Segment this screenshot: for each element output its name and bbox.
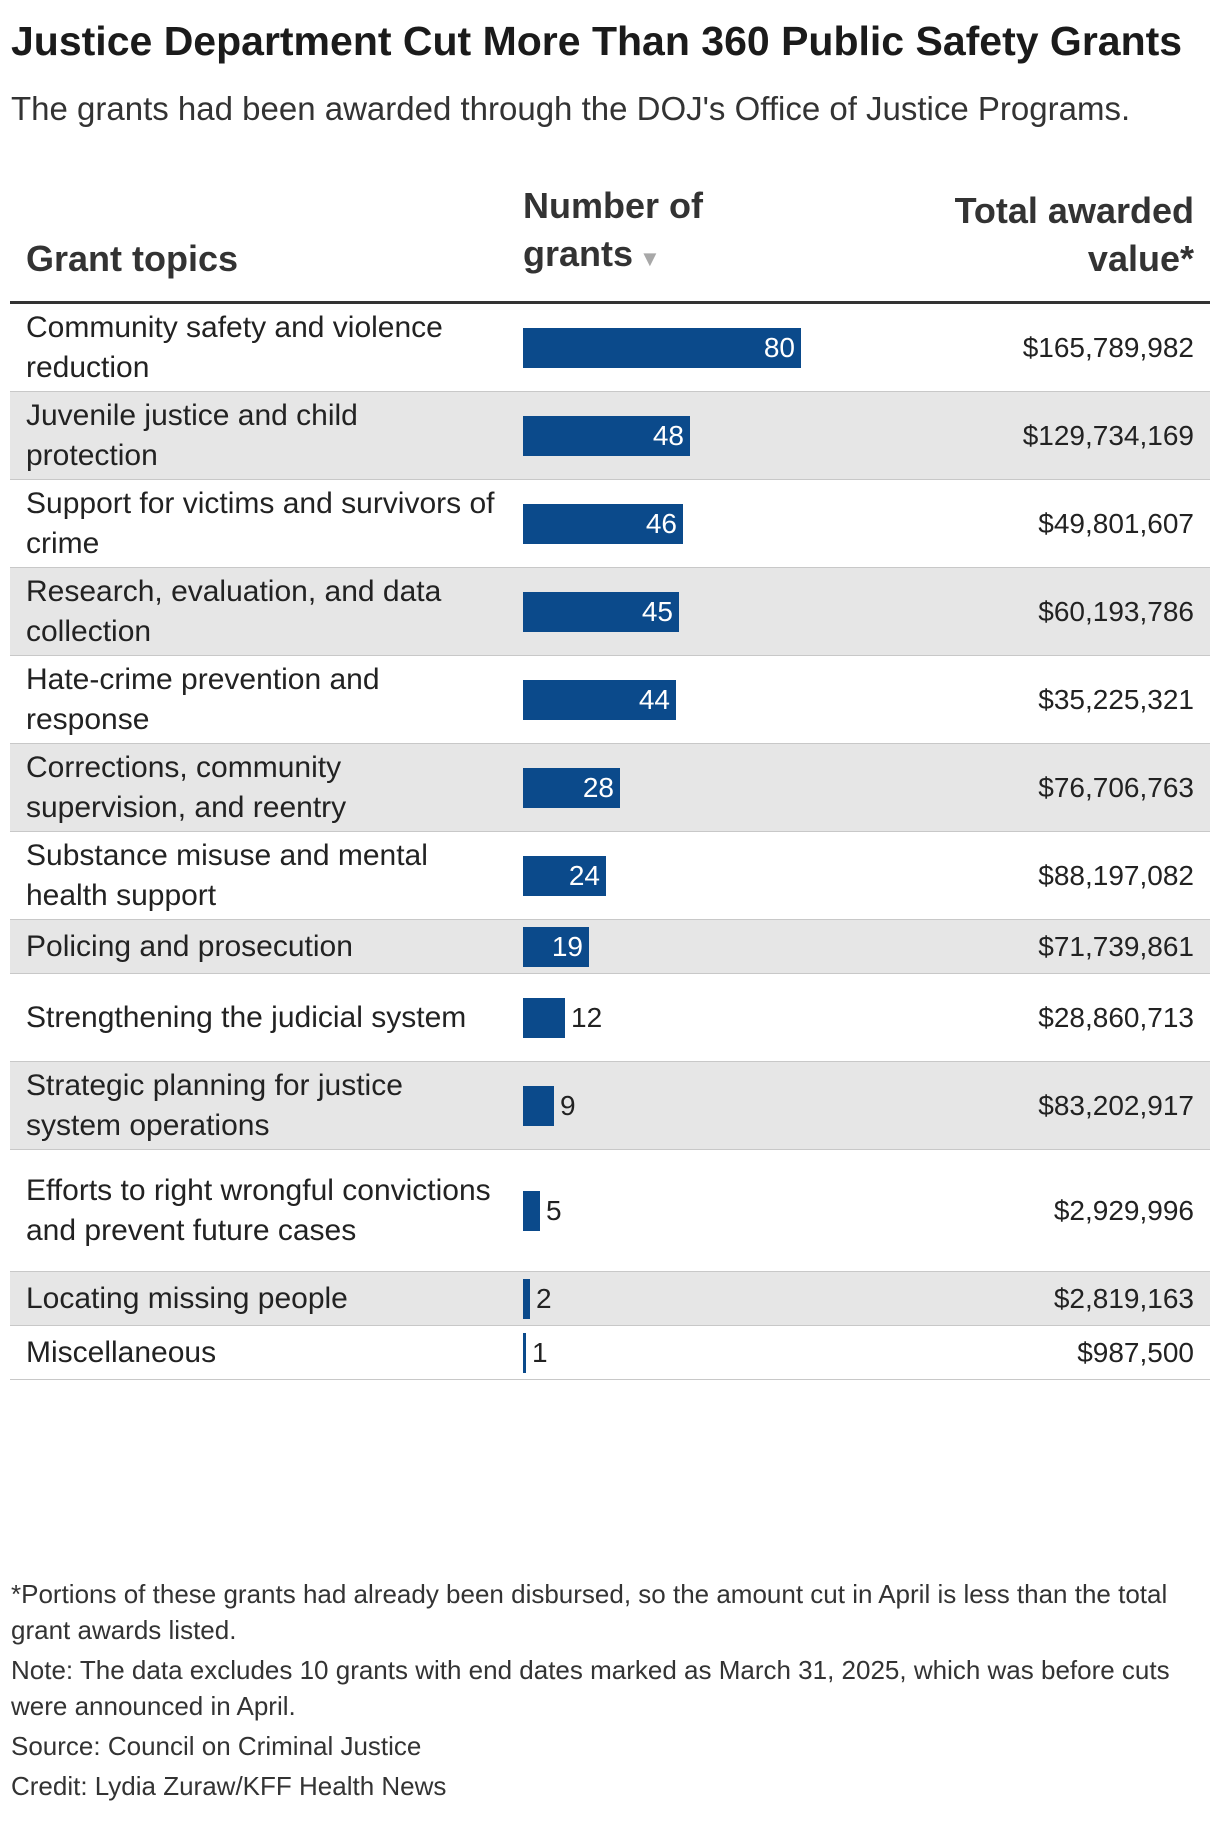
grant-topic-cell: Hate-crime prevention and response bbox=[26, 662, 380, 736]
grant-topic-cell: Efforts to right wrongful convictions an… bbox=[26, 1173, 491, 1247]
grant-count-bar bbox=[523, 855, 606, 896]
awarded-value-cell: $2,929,996 bbox=[1053, 1194, 1194, 1226]
awarded-value-cell: $28,860,713 bbox=[1038, 1001, 1194, 1033]
grant-topic-cell: Strategic planning for justice system op… bbox=[26, 1068, 403, 1142]
column-header-value[interactable]: Total awarded value* bbox=[894, 187, 1194, 283]
sort-descending-icon[interactable]: ▼ bbox=[639, 246, 661, 271]
awarded-value-cell: $88,197,082 bbox=[1038, 859, 1194, 891]
grant-count-bar bbox=[523, 767, 620, 808]
grant-count-label: 5 bbox=[546, 1194, 562, 1226]
grant-topic-cell: Community safety and violence reduction bbox=[26, 310, 443, 384]
grant-count-bar bbox=[523, 1085, 554, 1126]
table-row: Corrections, community supervision, and … bbox=[10, 744, 1210, 832]
bar-cell: 5 bbox=[523, 1190, 843, 1231]
table-row: Strengthening the judicial system 12 $28,8… bbox=[10, 974, 1210, 1062]
table-row: Community safety and violence reduction 8… bbox=[10, 304, 1210, 392]
bar-cell: 1 bbox=[523, 1332, 843, 1373]
table-row: Hate-crime prevention and response 44 $35,… bbox=[10, 656, 1210, 744]
column-header-value-line2: value* bbox=[1087, 238, 1194, 279]
column-header-count[interactable]: Number of grants ▼ bbox=[523, 182, 783, 283]
grant-count-bar bbox=[523, 926, 589, 967]
grant-count-label: 46 bbox=[645, 507, 677, 539]
grant-count-label: 80 bbox=[763, 331, 795, 363]
table-header: Grant topics Number of grants ▼ Total awa… bbox=[10, 175, 1210, 304]
grant-count-bar bbox=[523, 679, 676, 720]
bar-cell: 46 bbox=[523, 503, 843, 544]
grant-count-label: 45 bbox=[641, 595, 673, 627]
column-header-count-line1: Number of bbox=[523, 185, 703, 226]
table-row: Efforts to right wrongful convictions an… bbox=[10, 1150, 1210, 1272]
chart-title: Justice Department Cut More Than 360 Pub… bbox=[11, 18, 1183, 64]
grant-count-label: 24 bbox=[568, 859, 600, 891]
grant-topic-cell: Miscellaneous bbox=[26, 1335, 217, 1369]
bar-cell: 19 bbox=[523, 926, 843, 967]
grant-count-label: 19 bbox=[551, 930, 583, 962]
bar-cell: 45 bbox=[523, 591, 843, 632]
column-header-value-line1: Total awarded bbox=[954, 190, 1194, 231]
grant-topic-cell: Corrections, community supervision, and … bbox=[26, 750, 347, 824]
grant-count-bar bbox=[523, 997, 565, 1038]
awarded-value-cell: $76,706,763 bbox=[1038, 771, 1194, 803]
table-row: Research, evaluation, and data collectio… bbox=[10, 568, 1210, 656]
grant-topic-cell: Policing and prosecution bbox=[26, 929, 353, 963]
bar-cell: 9 bbox=[523, 1085, 843, 1126]
grants-table: Grant topics Number of grants ▼ Total awa… bbox=[10, 175, 1210, 1380]
column-header-count-line2: grants bbox=[523, 233, 634, 274]
awarded-value-cell: $165,789,982 bbox=[1022, 331, 1194, 363]
grant-topic-cell: Strengthening the judicial system bbox=[26, 1000, 467, 1034]
awarded-value-cell: $49,801,607 bbox=[1038, 507, 1194, 539]
grant-count-bar bbox=[523, 591, 679, 632]
table-row: Miscellaneous 1 $987,500 bbox=[10, 1326, 1210, 1380]
grant-count-bar bbox=[523, 1278, 530, 1319]
table-row: Strategic planning for justice system op… bbox=[10, 1062, 1210, 1150]
column-header-topic[interactable]: Grant topics bbox=[26, 238, 239, 279]
awarded-value-cell: $129,734,169 bbox=[1022, 419, 1194, 451]
awarded-value-cell: $2,819,163 bbox=[1053, 1282, 1194, 1314]
source-text: Source: Council on Criminal Justice bbox=[11, 1731, 422, 1761]
bar-cell: 44 bbox=[523, 679, 843, 720]
awarded-value-cell: $35,225,321 bbox=[1038, 683, 1194, 715]
chart-subtitle: The grants had been awarded through the … bbox=[11, 90, 1131, 127]
table-row: Policing and prosecution 19 $71,739,861 bbox=[10, 920, 1210, 974]
grant-count-bar bbox=[523, 415, 690, 456]
grant-topic-cell: Locating missing people bbox=[26, 1281, 348, 1315]
grant-count-label: 1 bbox=[532, 1336, 548, 1368]
awarded-value-cell: $71,739,861 bbox=[1038, 930, 1194, 962]
grant-topic-cell: Substance misuse and mental health suppo… bbox=[26, 838, 428, 912]
grant-count-label: 2 bbox=[536, 1282, 552, 1314]
grant-count-label: 9 bbox=[560, 1089, 576, 1121]
table-row: Support for victims and survivors of cri… bbox=[10, 480, 1210, 568]
bar-cell: 28 bbox=[523, 767, 843, 808]
table-row: Substance misuse and mental health suppo… bbox=[10, 832, 1210, 920]
awarded-value-cell: $987,500 bbox=[1077, 1336, 1194, 1368]
grant-count-bar bbox=[523, 1332, 526, 1373]
bar-cell: 12 bbox=[523, 997, 843, 1038]
grant-count-bar bbox=[523, 1190, 540, 1231]
table-row: Locating missing people 2 $2,819,163 bbox=[10, 1272, 1210, 1326]
awarded-value-cell: $60,193,786 bbox=[1038, 595, 1194, 627]
footnote-text: *Portions of these grants had already be… bbox=[11, 1579, 1168, 1645]
note-text: Note: The data excludes 10 grants with e… bbox=[11, 1655, 1170, 1721]
grant-count-label: 12 bbox=[571, 1001, 603, 1033]
grant-count-label: 28 bbox=[582, 771, 614, 803]
grant-topic-cell: Support for victims and survivors of cri… bbox=[26, 486, 495, 560]
bar-cell: 24 bbox=[523, 855, 843, 896]
grant-count-label: 48 bbox=[652, 419, 684, 451]
awarded-value-cell: $83,202,917 bbox=[1038, 1089, 1194, 1121]
grant-count-bar bbox=[523, 503, 683, 544]
chart-notes: *Portions of these grants had already be… bbox=[11, 1576, 1201, 1808]
grant-count-bar bbox=[523, 327, 801, 368]
bar-cell: 48 bbox=[523, 415, 843, 456]
table-body: Community safety and violence reduction 8… bbox=[10, 304, 1210, 1380]
bar-cell: 2 bbox=[523, 1278, 843, 1319]
credit-text: Credit: Lydia Zuraw/KFF Health News bbox=[11, 1771, 447, 1801]
bar-cell: 80 bbox=[523, 327, 843, 368]
table-row: Juvenile justice and child protection 48 $… bbox=[10, 392, 1210, 480]
grant-topic-cell: Research, evaluation, and data collectio… bbox=[26, 574, 442, 648]
grant-topic-cell: Juvenile justice and child protection bbox=[26, 398, 358, 472]
grant-count-label: 44 bbox=[638, 683, 670, 715]
